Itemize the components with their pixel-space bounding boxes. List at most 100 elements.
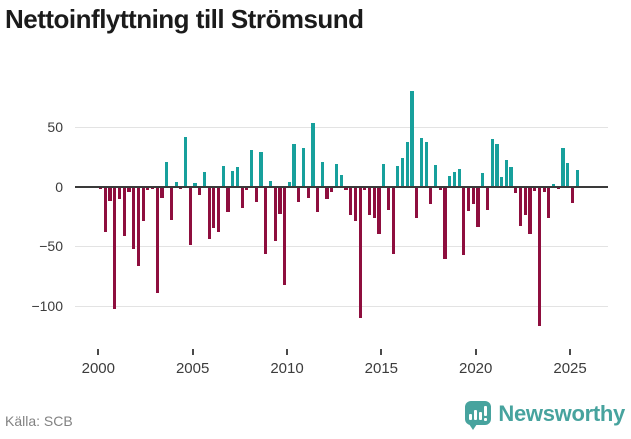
bar-2016-q1 — [400, 157, 405, 187]
bar-2000-q1 — [99, 187, 103, 189]
bar-2022-q3 — [523, 187, 527, 215]
bar-2024-q2 — [556, 187, 560, 189]
bar-2010-q3 — [297, 187, 301, 202]
bar-2017-q2 — [424, 142, 428, 187]
bar-2005-q4 — [207, 187, 211, 239]
bar-2019-q2 — [462, 187, 466, 256]
x-tick-2005 — [191, 349, 194, 355]
bar-2008-q4 — [264, 187, 268, 255]
bar-2013-q4 — [358, 187, 362, 319]
bar-2007-q2 — [235, 167, 240, 187]
chart-title: Nettoinflyttning till Strömsund — [5, 4, 364, 34]
bar-2003-q4 — [169, 187, 173, 220]
bar-2016-q2 — [405, 142, 409, 187]
bar-2020-q1 — [476, 187, 480, 227]
x-tick-label-2020: 2020 — [459, 360, 493, 377]
bar-2021-q3 — [504, 160, 508, 187]
bar-2011-q3 — [316, 187, 320, 213]
bar-2002-q3 — [146, 187, 150, 190]
bar-2005-q3 — [202, 172, 207, 187]
x-tick-label-2005: 2005 — [175, 360, 210, 377]
bar-2009-q1 — [268, 180, 273, 187]
bar-2014-q2 — [367, 187, 372, 215]
x-tick-2000 — [97, 349, 100, 355]
x-tick-2020 — [474, 349, 477, 355]
bar-2006-q1 — [212, 187, 216, 228]
bar-2020-q3 — [485, 187, 490, 211]
bar-2000-q4 — [113, 187, 117, 309]
bar-2019-q3 — [467, 187, 471, 212]
bar-2009-q2 — [273, 187, 277, 242]
bar-2018-q3 — [448, 175, 452, 187]
source-note: Källa: SCB — [5, 413, 73, 429]
bar-2004-q4 — [188, 187, 192, 245]
bar-2023-q3 — [542, 187, 546, 193]
x-tick-2010 — [286, 349, 288, 355]
bar-2002-q4 — [150, 187, 155, 189]
x-tick-label-2000: 2000 — [81, 360, 115, 377]
bar-2012-q3 — [334, 163, 339, 187]
bar-2006-q2 — [216, 187, 221, 232]
bar-2016-q4 — [415, 187, 419, 219]
bar-2002-q1 — [136, 187, 140, 267]
bar-2004-q2 — [179, 187, 183, 189]
bar-2011-q1 — [306, 187, 310, 199]
bar-2016-q3 — [410, 91, 414, 187]
bar-2014-q1 — [363, 187, 367, 190]
bar-2010-q2 — [292, 143, 296, 187]
bar-2007-q1 — [231, 171, 235, 187]
bar-2025-q1 — [570, 187, 574, 203]
bar-2000-q2 — [103, 187, 107, 232]
bar-2017-q3 — [429, 187, 433, 205]
bar-2021-q4 — [509, 167, 513, 187]
bar-2006-q4 — [226, 187, 230, 213]
bar-2022-q1 — [514, 187, 518, 194]
gridline-50 — [75, 127, 608, 128]
bar-2013-q1 — [344, 187, 348, 190]
bar-2001-q1 — [117, 187, 122, 200]
bar-2022-q2 — [518, 187, 523, 226]
bar-2010-q4 — [301, 148, 306, 187]
newsworthy-logo-link[interactable]: Newsworthy — [465, 399, 625, 430]
bar-2005-q2 — [198, 187, 202, 195]
bar-2012-q4 — [339, 174, 343, 187]
bar-2006-q3 — [221, 166, 225, 187]
bar-2008-q3 — [259, 151, 263, 187]
y-tick-label--50: −50 — [39, 238, 63, 254]
bar-2019-q4 — [471, 187, 475, 205]
gridline--50 — [75, 246, 608, 247]
bar-2015-q2 — [386, 187, 390, 211]
bar-2025-q2 — [575, 169, 579, 187]
bar-2003-q2 — [160, 187, 164, 199]
bar-2011-q4 — [320, 161, 324, 187]
x-tick-2025 — [569, 349, 572, 355]
newsworthy-wordmark: Newsworthy — [498, 401, 625, 426]
bar-2024-q4 — [566, 162, 570, 187]
bar-2009-q4 — [283, 187, 287, 286]
bar-2003-q3 — [165, 161, 169, 187]
bar-2000-q3 — [108, 187, 112, 201]
gridline--100 — [75, 305, 608, 307]
bar-2024-q3 — [561, 148, 565, 187]
bar-2012-q1 — [325, 187, 329, 200]
bar-2013-q2 — [349, 187, 353, 215]
bar-2011-q2 — [311, 123, 315, 187]
bar-2001-q4 — [132, 187, 136, 250]
bar-2019-q1 — [457, 168, 461, 187]
y-tick-label-50: 50 — [47, 119, 63, 135]
bar-2020-q4 — [490, 138, 494, 187]
bar-2021-q1 — [495, 143, 499, 187]
bar-2020-q2 — [481, 173, 485, 187]
bar-2001-q2 — [122, 187, 126, 237]
bar-2002-q2 — [141, 187, 145, 221]
bar-2024-q1 — [551, 184, 556, 187]
bar-2005-q1 — [193, 182, 197, 187]
bar-2018-q1 — [438, 187, 442, 190]
bar-2015-q3 — [391, 187, 395, 255]
newsworthy-badge-icon — [465, 401, 492, 430]
bar-2010-q1 — [287, 181, 291, 187]
bar-2007-q3 — [240, 187, 244, 208]
bar-2018-q4 — [452, 172, 457, 187]
